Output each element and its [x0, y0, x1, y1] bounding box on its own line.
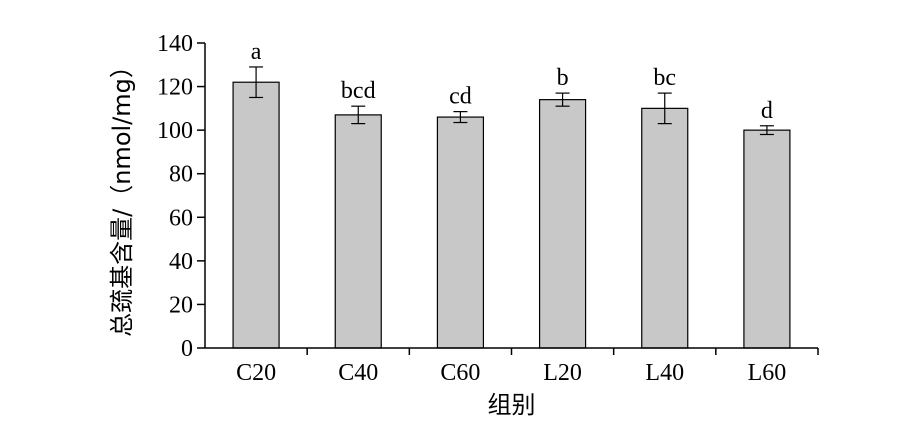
- y-tick-label: 80: [169, 162, 193, 188]
- y-axis-ticks: 0 20 40 60 80 100 120 140: [157, 31, 205, 362]
- y-tick-label: 60: [169, 205, 193, 231]
- y-tick-label: 40: [169, 249, 193, 275]
- y-tick-label: 20: [169, 292, 193, 318]
- bar-c60: [436, 116, 485, 349]
- significance-label-l20: b: [557, 65, 569, 91]
- x-axis-title: 组别: [488, 391, 536, 419]
- y-tick-label: 0: [181, 336, 193, 362]
- significance-label-l40: bc: [653, 65, 676, 91]
- significance-label-c20: a: [251, 39, 262, 65]
- bar-l20: [538, 99, 587, 349]
- bar-l40: [641, 107, 689, 349]
- x-tick-label-c40: C40: [338, 360, 378, 386]
- x-tick-label-c60: C60: [440, 360, 480, 386]
- y-tick-label: 120: [157, 75, 193, 101]
- x-tick-label-l20: L20: [543, 360, 582, 386]
- bar-c40: [334, 114, 382, 349]
- y-axis-title: 总巯基含量/（nmol/mg）: [108, 54, 136, 337]
- error-bars-layer: [249, 66, 774, 136]
- x-tick-label-c20: C20: [236, 360, 276, 386]
- bar-c20: [232, 81, 280, 349]
- significance-label-l60: d: [761, 98, 773, 124]
- y-tick-label: 100: [157, 118, 193, 144]
- x-tick-label-l40: L40: [645, 360, 684, 386]
- x-axis-ticks: C20 C40 C60 L20 L40 L60: [236, 348, 819, 386]
- significance-label-c60: cd: [449, 84, 472, 110]
- bars-layer: [232, 81, 791, 349]
- x-tick-label-l60: L60: [748, 360, 787, 386]
- significance-label-c40: bcd: [341, 78, 376, 104]
- y-tick-label: 140: [157, 31, 193, 57]
- bar-l60: [743, 129, 791, 349]
